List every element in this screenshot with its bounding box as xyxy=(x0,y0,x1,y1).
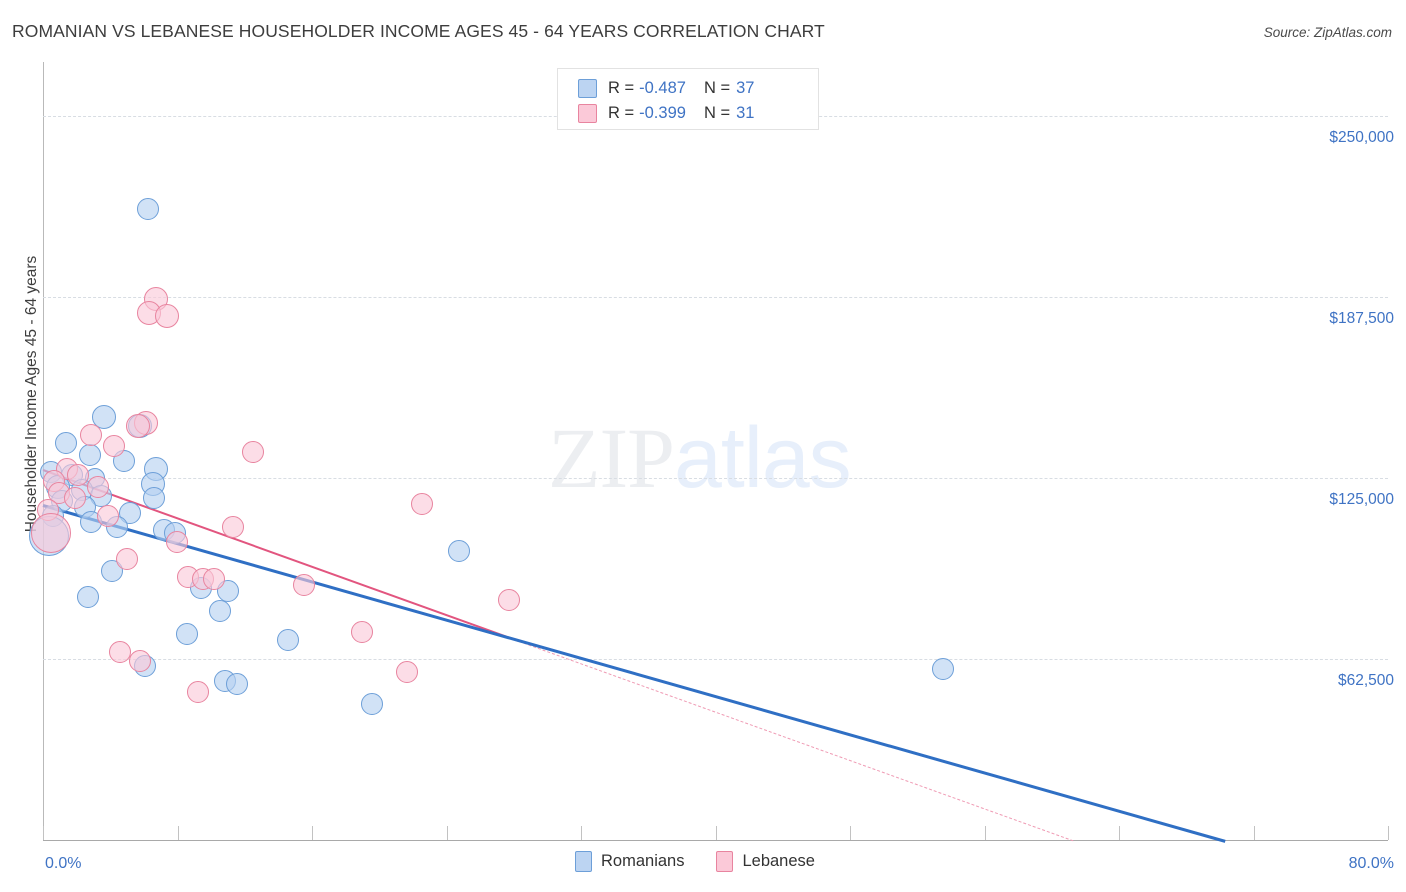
data-point-lebanese[interactable] xyxy=(115,548,138,571)
x-axis-tick xyxy=(581,826,582,840)
x-axis-tick xyxy=(43,826,44,840)
data-point-lebanese[interactable] xyxy=(396,661,419,684)
x-axis-tick xyxy=(1119,826,1120,840)
y-axis-line xyxy=(43,62,44,840)
data-point-lebanese[interactable] xyxy=(96,504,119,527)
data-point-romanians[interactable] xyxy=(143,487,166,510)
data-point-lebanese[interactable] xyxy=(80,423,103,446)
y-axis-tick-label: $187,500 xyxy=(1329,310,1394,328)
data-point-romanians[interactable] xyxy=(175,623,198,646)
gridline xyxy=(43,659,1388,661)
data-point-lebanese[interactable] xyxy=(186,681,209,704)
x-axis-tick xyxy=(1253,826,1255,840)
page-title: ROMANIAN VS LEBANESE HOUSEHOLDER INCOME … xyxy=(12,21,825,41)
series-legend: Romanians Lebanese xyxy=(575,851,837,872)
stat-n-label-romanians: N = xyxy=(703,79,731,97)
data-point-lebanese[interactable] xyxy=(165,530,188,553)
gridline xyxy=(43,297,1388,299)
swatch-romanians-icon xyxy=(578,79,597,98)
legend-item-lebanese[interactable]: Lebanese xyxy=(716,851,815,872)
stat-n-value-romanians: 37 xyxy=(736,79,755,97)
data-point-lebanese[interactable] xyxy=(126,414,151,439)
y-axis-tick-label: $62,500 xyxy=(1337,672,1394,690)
data-point-romanians[interactable] xyxy=(277,629,300,652)
data-point-romanians[interactable] xyxy=(360,692,383,715)
data-point-romanians[interactable] xyxy=(209,600,232,623)
data-point-romanians[interactable] xyxy=(77,585,100,608)
data-point-romanians[interactable] xyxy=(136,197,159,220)
data-point-lebanese[interactable] xyxy=(67,464,90,487)
stat-n-value-lebanese: 31 xyxy=(736,104,755,122)
x-axis-tick xyxy=(177,826,179,840)
data-point-lebanese[interactable] xyxy=(222,516,245,539)
data-point-lebanese[interactable] xyxy=(102,435,125,458)
legend-label-romanians: Romanians xyxy=(601,852,685,870)
data-point-lebanese[interactable] xyxy=(86,475,109,498)
stat-n-label-lebanese: N = xyxy=(703,104,731,122)
source-attribution: Source: ZipAtlas.com xyxy=(1263,25,1392,40)
x-axis-max-label: 80.0% xyxy=(1348,855,1394,872)
x-axis-tick xyxy=(312,826,313,840)
x-axis-min-label: 0.0% xyxy=(45,855,82,872)
data-point-lebanese[interactable] xyxy=(293,574,316,597)
x-axis-tick xyxy=(984,826,986,840)
stat-r-value-lebanese: -0.399 xyxy=(639,104,686,122)
data-point-lebanese[interactable] xyxy=(128,649,151,672)
x-axis-tick xyxy=(715,826,717,840)
data-point-lebanese[interactable] xyxy=(498,588,520,611)
data-point-romanians[interactable] xyxy=(931,658,954,681)
data-point-lebanese[interactable] xyxy=(155,304,180,329)
data-point-romanians[interactable] xyxy=(54,432,77,455)
x-axis-tick xyxy=(446,826,448,840)
stat-r-label-romanians: R = xyxy=(608,79,635,97)
legend-swatch-lebanese-icon xyxy=(716,851,734,872)
data-point-lebanese[interactable] xyxy=(410,493,433,516)
stat-r-label-lebanese: R = xyxy=(608,104,635,122)
legend-label-lebanese: Lebanese xyxy=(742,852,815,870)
x-axis-tick xyxy=(1388,826,1389,840)
data-point-lebanese[interactable] xyxy=(64,487,87,510)
data-point-romanians[interactable] xyxy=(78,443,101,466)
data-point-lebanese[interactable] xyxy=(31,513,72,554)
legend-swatch-romanians-icon xyxy=(575,851,592,872)
y-axis-tick-label: $250,000 xyxy=(1329,129,1394,147)
x-axis-line xyxy=(43,840,1388,841)
swatch-lebanese-icon xyxy=(578,104,597,123)
stat-row-romanians: R = -0.487 N = 37 xyxy=(578,76,818,101)
x-axis-tick xyxy=(850,826,851,840)
stat-row-lebanese: R = -0.399 N = 31 xyxy=(578,101,818,126)
plot-area xyxy=(43,62,1333,840)
y-axis-tick-label: $125,000 xyxy=(1329,491,1394,509)
gridline xyxy=(43,478,1388,480)
stat-r-value-romanians: -0.487 xyxy=(639,79,686,97)
data-point-romanians[interactable] xyxy=(448,539,471,562)
data-point-lebanese[interactable] xyxy=(241,441,264,464)
data-point-lebanese[interactable] xyxy=(351,620,374,643)
data-point-romanians[interactable] xyxy=(225,672,248,695)
legend-item-romanians[interactable]: Romanians xyxy=(575,851,684,872)
correlation-stats-legend: R = -0.487 N = 37 R = -0.399 N = 31 xyxy=(557,68,819,130)
data-point-lebanese[interactable] xyxy=(202,568,225,591)
